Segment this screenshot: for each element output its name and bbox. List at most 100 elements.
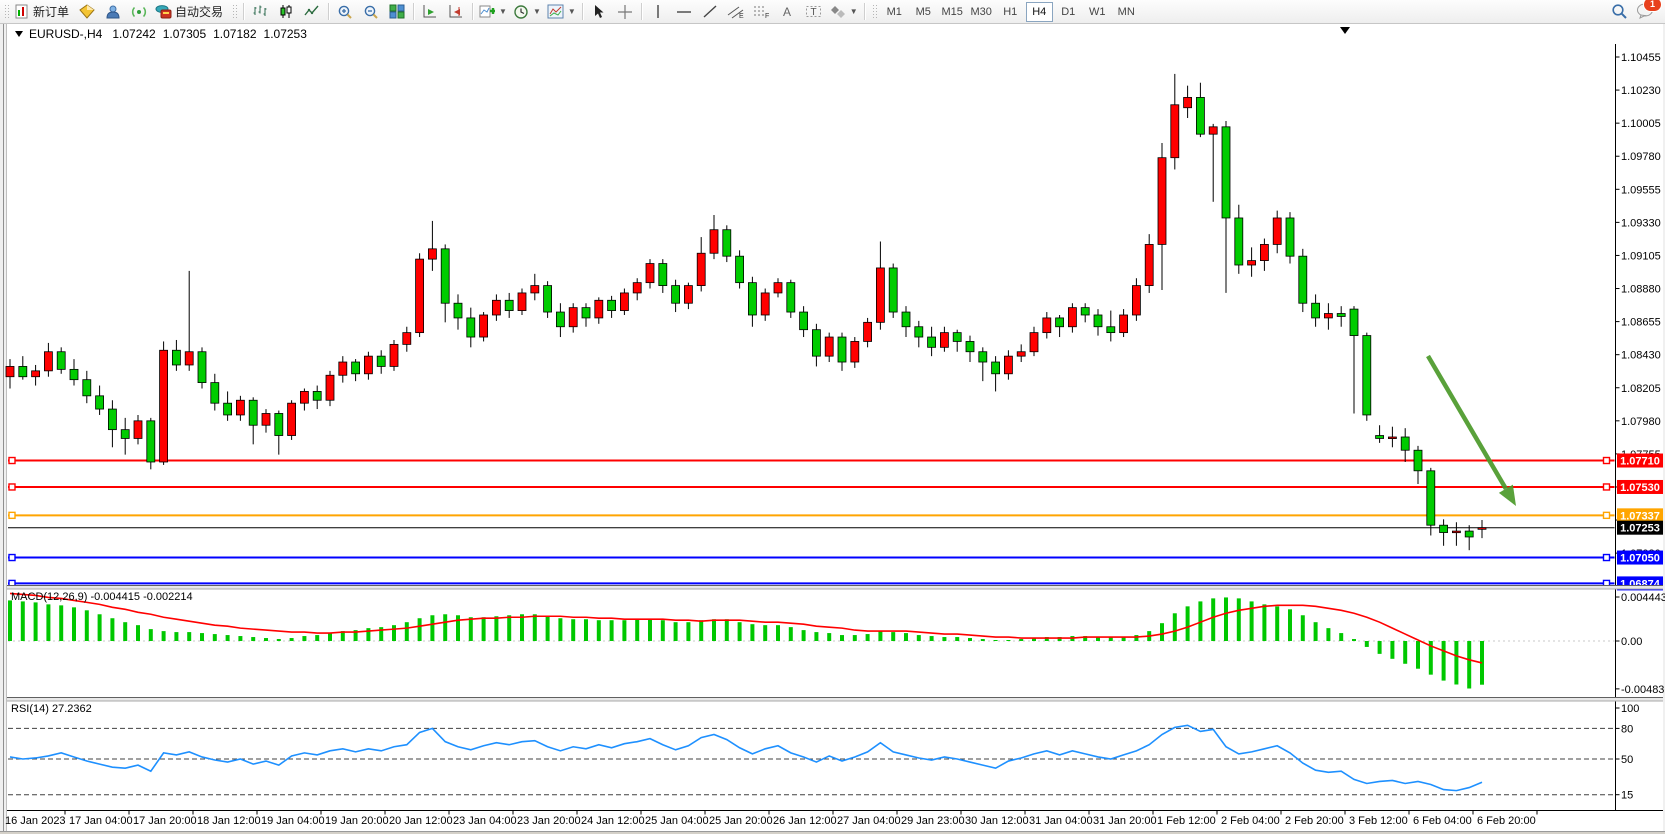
- timeframe-button-m1[interactable]: M1: [886, 5, 902, 18]
- candle-body: [1157, 157, 1167, 245]
- templates-button[interactable]: ▼: [544, 1, 579, 23]
- candle-body: [287, 402, 297, 436]
- candle-body: [1439, 524, 1448, 533]
- candle-body: [120, 429, 130, 439]
- svg-text:15: 15: [1621, 790, 1633, 802]
- candle-body: [1106, 326, 1116, 334]
- zoom-in-button[interactable]: [332, 1, 358, 23]
- autotrading-button[interactable]: 自动交易: [152, 1, 228, 23]
- horizontal-line-objects[interactable]: [8, 456, 1615, 588]
- time-axis-label: 31 Jan 20:00: [1093, 815, 1157, 827]
- depth-of-market-button[interactable]: [100, 1, 126, 23]
- panel-splitter[interactable]: [7, 698, 1663, 701]
- text-label-tool-button[interactable]: T: [801, 1, 827, 23]
- panel-separators[interactable]: [7, 585, 1663, 702]
- equidistant-channel-tool-button[interactable]: E: [723, 1, 749, 23]
- timeframe-button-m5[interactable]: M5: [915, 5, 931, 18]
- bar-chart-icon: [253, 5, 267, 16]
- trendline-tool-button[interactable]: [697, 1, 723, 23]
- line-chart-icon: [304, 5, 319, 16]
- panel-splitter[interactable]: [7, 586, 1663, 589]
- svg-text:0.00: 0.00: [1621, 636, 1642, 648]
- timeframe-button-h1[interactable]: H1: [1003, 5, 1018, 18]
- candle-body: [351, 361, 361, 375]
- time-axis-label: 20 Jan 12:00: [389, 815, 453, 827]
- bar-chart-mode-button[interactable]: [247, 1, 273, 23]
- timeframe-button-mn[interactable]: MN: [1117, 5, 1135, 18]
- notifications-button[interactable]: 1: [1636, 0, 1661, 22]
- fibonacci-tool-button[interactable]: F: [749, 1, 775, 23]
- timeframe-button-m30[interactable]: M30: [970, 5, 992, 18]
- svg-text:A: A: [783, 5, 791, 19]
- candle-body: [427, 248, 437, 260]
- toolbar-right-tools: 1: [1611, 0, 1661, 22]
- new-order-button[interactable]: 新订单: [12, 1, 74, 23]
- candle-body: [594, 299, 604, 319]
- zoom-out-button[interactable]: [358, 1, 384, 23]
- arrows-tool-button[interactable]: ▼: [827, 1, 861, 23]
- line-handle[interactable]: [1602, 553, 1611, 562]
- candle-body: [466, 317, 476, 338]
- candle-body: [389, 343, 399, 367]
- candle-body: [1464, 530, 1474, 538]
- auto-scroll-button[interactable]: [417, 1, 443, 23]
- toolbar-grip[interactable]: [4, 4, 9, 19]
- line-handle[interactable]: [1602, 483, 1611, 491]
- line-chart-mode-button[interactable]: [299, 1, 325, 23]
- svg-text:1.07530: 1.07530: [1620, 482, 1660, 494]
- indicators-button[interactable]: ▼: [476, 1, 510, 23]
- signals-button[interactable]: [126, 1, 152, 23]
- search-icon[interactable]: [1611, 3, 1628, 20]
- toolbar-grip[interactable]: [871, 4, 877, 19]
- price-level-badge: [1617, 453, 1663, 468]
- svg-text:1.09780: 1.09780: [1621, 151, 1661, 163]
- trend-arrow-annotation[interactable]: [1426, 354, 1516, 506]
- timeframe-button-h4[interactable]: H4: [1025, 1, 1053, 22]
- svg-text:80: 80: [1621, 723, 1633, 735]
- trendline-icon: [703, 5, 717, 18]
- text-tool-button[interactable]: A: [775, 1, 801, 23]
- horizontal-line-tool-button[interactable]: [671, 1, 697, 23]
- cursor-icon: [595, 5, 604, 18]
- line-handle[interactable]: [8, 456, 16, 465]
- timeframe-button-d1[interactable]: D1: [1061, 5, 1076, 18]
- candlestick-mode-button[interactable]: [273, 1, 299, 23]
- timeframe-button-w1[interactable]: W1: [1088, 5, 1106, 18]
- chart-event-marker-icon[interactable]: [1340, 27, 1350, 34]
- svg-text:1.08205: 1.08205: [1621, 383, 1661, 395]
- line-handle[interactable]: [8, 483, 16, 491]
- svg-text:T: T: [811, 7, 817, 18]
- crosshair-tool-button[interactable]: [612, 1, 638, 23]
- candle-body: [863, 321, 872, 342]
- symbol-dropdown-icon[interactable]: [15, 30, 23, 37]
- vertical-line-tool-button[interactable]: [645, 1, 671, 23]
- timeframe-button-m15[interactable]: M15: [941, 5, 963, 18]
- candle-body: [684, 285, 693, 304]
- candle-body: [261, 413, 271, 426]
- time-axis-label: 26 Jan 12:00: [773, 815, 837, 827]
- candle-body: [1260, 244, 1269, 261]
- candle-body: [95, 395, 104, 410]
- candle-body: [1375, 435, 1384, 439]
- tile-windows-button[interactable]: [384, 1, 410, 23]
- time-axis[interactable]: 16 Jan 2023 17 Jan 04:00 17 Jan 20:00 18 Ja…: [5, 810, 1538, 827]
- candle-body: [223, 402, 233, 416]
- toolbar-grip[interactable]: [232, 4, 238, 19]
- low-value: 1.07182: [213, 26, 257, 41]
- time-axis-label: 30 Jan 12:00: [965, 815, 1029, 827]
- candlestick-icon: [280, 5, 292, 18]
- candle-body: [491, 299, 501, 316]
- line-handle[interactable]: [1602, 511, 1611, 520]
- time-axis-label: 1 Feb 12:00: [1157, 815, 1216, 827]
- line-handle[interactable]: [1602, 456, 1611, 465]
- periods-button[interactable]: ▼: [510, 1, 544, 23]
- time-axis-label: 6 Feb 04:00: [1413, 815, 1472, 827]
- line-handle[interactable]: [8, 511, 16, 520]
- candle-body: [568, 307, 578, 328]
- high-value: 1.07305: [162, 26, 207, 41]
- cursor-tool-button[interactable]: [586, 1, 612, 23]
- line-handle[interactable]: [8, 553, 16, 562]
- styles-button[interactable]: [74, 1, 100, 23]
- chart-shift-button[interactable]: [443, 1, 469, 23]
